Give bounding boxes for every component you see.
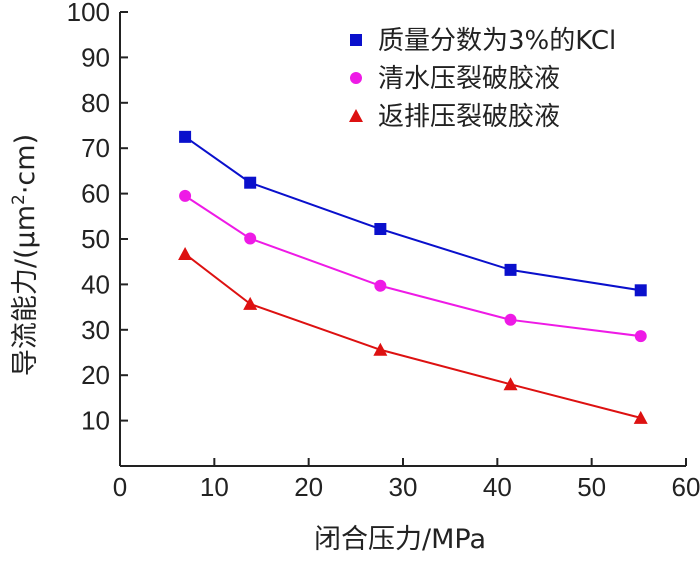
y-tick-label: 50: [81, 224, 110, 254]
data-point-triangle: [178, 246, 193, 260]
legend-marker-square: [350, 34, 362, 46]
y-tick-label: 20: [81, 360, 110, 390]
series-line: [184, 136, 641, 292]
data-point-square: [374, 223, 387, 236]
data-point-square: [179, 130, 192, 143]
series-2: [179, 189, 647, 343]
data-point-square: [244, 176, 257, 189]
y-axis-title-superscript: 2: [9, 194, 29, 205]
legend-item: 质量分数为3%的KCl: [350, 26, 616, 56]
y-axis-title-main: 导流能力/(μm: [10, 205, 41, 376]
series-line: [184, 195, 641, 338]
x-tick-label: 40: [483, 472, 512, 502]
data-point-triangle: [503, 377, 518, 391]
y-tick-label: 100: [67, 0, 110, 27]
data-point-triangle: [633, 410, 648, 424]
y-tick-label: 90: [81, 42, 110, 72]
legend-marker-triangle: [349, 109, 363, 122]
legend-item: 清水压裂破胶液: [350, 64, 560, 94]
y-axis-title-tail: ·cm): [10, 134, 41, 194]
x-tick-label: 0: [113, 472, 127, 502]
data-point-circle: [374, 279, 387, 292]
y-tick-label: 60: [81, 179, 110, 209]
legend-label: 质量分数为3%的KCl: [378, 26, 616, 56]
axes: 10 20 30 40 50 60 70 80 90 100 0 10 20 30 40 50 60: [67, 0, 700, 502]
series-1: [179, 130, 647, 297]
legend-label: 返排压裂破胶液: [378, 102, 560, 132]
x-tick-label: 50: [577, 472, 606, 502]
y-tick-label: 80: [81, 88, 110, 118]
legend-item: 返排压裂破胶液: [349, 102, 560, 132]
data-point-square: [634, 284, 647, 297]
x-tick-label: 60: [672, 472, 700, 502]
y-tick-label: 10: [81, 406, 110, 436]
series-layer: [178, 130, 648, 424]
data-point-circle: [179, 189, 192, 202]
data-point-circle: [634, 330, 647, 343]
data-point-triangle: [243, 296, 258, 310]
x-tick-label: 30: [389, 472, 418, 502]
legend-marker-circle: [350, 72, 362, 84]
y-tick-label: 70: [81, 133, 110, 163]
data-point-square: [504, 263, 517, 276]
y-tick-label: 30: [81, 315, 110, 345]
data-point-circle: [504, 313, 517, 326]
y-axis-title: 导流能力/(μm2·cm): [9, 134, 41, 376]
data-point-circle: [244, 232, 257, 245]
x-tick-label: 20: [294, 472, 323, 502]
series-3: [178, 246, 648, 424]
x-tick-label: 10: [200, 472, 229, 502]
legend-label: 清水压裂破胶液: [378, 64, 560, 94]
y-tick-label: 40: [81, 269, 110, 299]
x-axis-title: 闭合压力/MPa: [314, 524, 486, 555]
data-point-triangle: [373, 342, 388, 356]
